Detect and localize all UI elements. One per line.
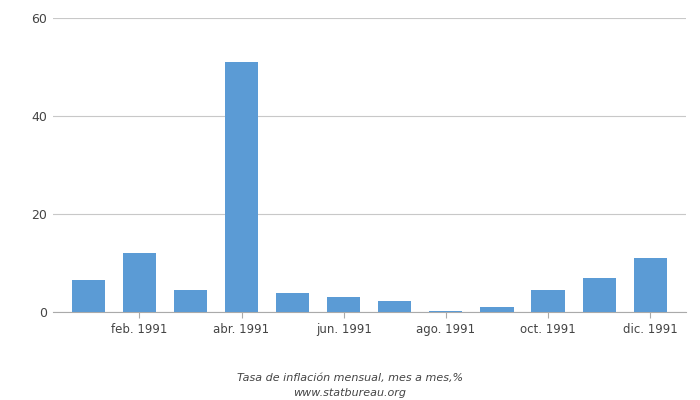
Bar [71,280,105,312]
Text: Tasa de inflación mensual, mes a mes,%: Tasa de inflación mensual, mes a mes,% [237,373,463,383]
Bar [327,297,360,312]
Bar [429,310,463,312]
Bar [174,290,207,312]
Bar [122,253,156,312]
Bar [480,307,514,312]
Bar [276,293,309,312]
Bar [634,258,667,312]
Bar [378,301,412,312]
Bar [225,62,258,312]
Bar [531,290,565,312]
Bar [582,278,616,312]
Text: www.statbureau.org: www.statbureau.org [293,388,407,398]
